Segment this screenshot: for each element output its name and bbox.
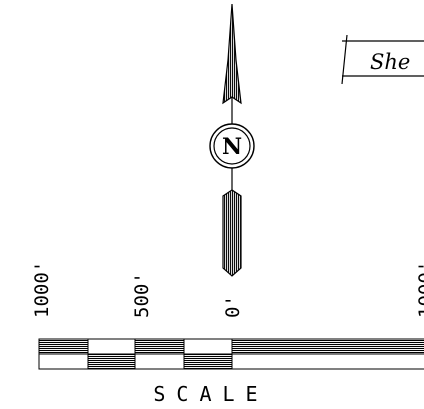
north-arrow-letter: N [222, 134, 242, 160]
scale-bar [38, 338, 424, 370]
scale-bar-seg-top-4 [183, 338, 233, 355]
scale-tick-label-1000-left: 1000' [31, 261, 53, 318]
scale-tick-label-500: 500' [131, 272, 153, 318]
scale-bar-seg-bot-1 [38, 353, 89, 370]
scale-caption: SCALE [153, 382, 268, 406]
north-arrow-inner-ring [213, 127, 251, 165]
scale-bar-seg-top-2 [87, 338, 136, 355]
north-arrow-tail [222, 189, 242, 277]
north-arrow: N [209, 3, 255, 277]
sheet-label-slant [341, 34, 348, 85]
scale-bar-seg-bot-4 [183, 353, 233, 370]
scale-bar-seg-bot-5 [231, 353, 424, 370]
scale-bar-seg-top-5 [231, 338, 424, 355]
scale-tick-labels: 1000' 500' 0' 1000' [31, 261, 424, 318]
scale-tick-label-1000-right: 1000' [415, 261, 424, 318]
scale-bar-seg-top-1 [38, 338, 89, 355]
scale-tick-label-0: 0' [222, 295, 244, 318]
scale-bar-seg-top-3 [134, 338, 185, 355]
sheet-label-tag: She [341, 34, 424, 85]
scale-bar-seg-bot-2 [87, 353, 136, 370]
scale-bar-seg-bot-3 [134, 353, 185, 370]
north-arrow-upper-spear [222, 3, 242, 105]
sheet-label-text: She [370, 50, 410, 74]
